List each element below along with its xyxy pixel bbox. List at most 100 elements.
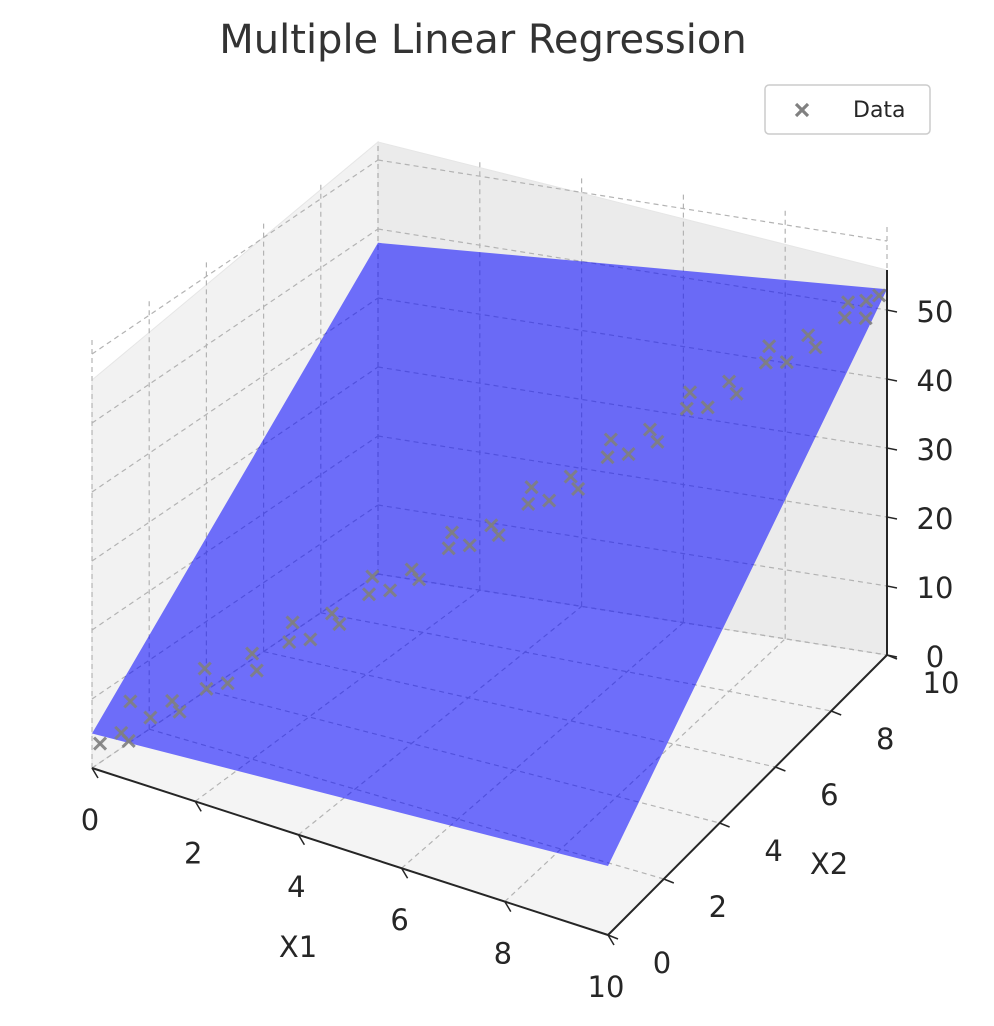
legend-marker-data: [794, 102, 810, 118]
y-tick: [607, 934, 619, 940]
x-tick: [297, 834, 306, 846]
y-tick-label: 4: [764, 834, 782, 868]
y-tick: [775, 766, 786, 772]
z-tick-label: 40: [917, 364, 954, 398]
data-point: [729, 386, 744, 401]
x-tick-label: 4: [287, 870, 305, 904]
data-point: [683, 385, 698, 400]
z-tick-label: 10: [917, 571, 954, 605]
grid-line: [91, 228, 379, 424]
data-point: [303, 632, 318, 647]
data-point: [722, 374, 737, 389]
y-tick-label: 8: [876, 722, 894, 756]
data-point: [491, 527, 506, 543]
data-point: [332, 616, 347, 632]
z-tick: [886, 516, 898, 520]
data-point: [650, 434, 665, 449]
data-point: [412, 572, 427, 587]
grid-line: [377, 159, 888, 242]
y-axis-label: X2: [810, 847, 848, 881]
data-point: [383, 583, 398, 598]
data-points: [92, 288, 887, 751]
data-point: [92, 736, 108, 751]
z-tick: [886, 585, 898, 589]
legend-box: [764, 84, 931, 135]
grid-line: [91, 159, 379, 355]
data-point: [858, 311, 873, 326]
data-point: [282, 635, 297, 650]
y-tick: [663, 878, 675, 884]
legend: Data: [764, 84, 931, 135]
grid-line: [377, 228, 888, 311]
legend-label-data: Data: [853, 98, 906, 123]
z-tick-label: 20: [917, 502, 954, 536]
x-tick: [400, 867, 409, 879]
z-tick: [886, 447, 898, 451]
data-point: [837, 310, 852, 325]
x-tick-label: 2: [184, 836, 202, 870]
regression-plane: [92, 242, 887, 867]
x-tick: [91, 767, 99, 779]
data-point: [679, 401, 694, 416]
data-point: [444, 525, 460, 540]
grid-line: [91, 297, 379, 493]
x-tick-label: 10: [588, 970, 625, 1004]
data-point: [872, 288, 887, 303]
data-point: [245, 646, 260, 661]
x-tick-label: 6: [390, 903, 408, 937]
y-tick-label: 0: [653, 946, 671, 980]
y-tick: [719, 822, 730, 828]
data-point: [404, 562, 419, 577]
data-point: [324, 606, 340, 621]
z-tick-label: 30: [917, 433, 954, 467]
y-tick-label: 6: [820, 778, 838, 812]
data-point: [484, 518, 499, 533]
data-point: [521, 496, 536, 511]
data-point: [172, 704, 187, 719]
data-point: [571, 481, 586, 497]
x-tick: [607, 934, 615, 946]
chart-title: Multiple Linear Regression: [219, 17, 746, 63]
x-tick-label: 8: [494, 937, 512, 971]
y-tick: [830, 710, 842, 716]
data-point: [808, 340, 823, 355]
z-tick: [886, 378, 898, 382]
x-axis-label: X1: [279, 930, 317, 964]
y-tick-label: 2: [709, 890, 727, 924]
data-point: [603, 432, 618, 447]
z-tick: [886, 309, 898, 313]
x-tick-label: 0: [81, 803, 99, 837]
x-tick: [504, 901, 512, 912]
data-point: [524, 480, 539, 495]
data-point: [441, 541, 456, 556]
data-point: [779, 355, 794, 370]
y-axis-line: [607, 654, 888, 936]
data-point: [285, 615, 300, 630]
data-point: [143, 710, 158, 725]
data-point: [859, 293, 874, 308]
z-tick: [886, 654, 898, 658]
data-point: [249, 663, 264, 678]
data-point: [121, 733, 136, 748]
data-point: [365, 569, 380, 584]
data-point: [841, 295, 856, 310]
data-point: [199, 681, 214, 696]
z-tick-label: 0: [926, 640, 944, 674]
grid-line: [320, 612, 832, 712]
data-point: [600, 450, 615, 465]
data-point: [801, 328, 816, 343]
z-tick-label: 50: [917, 295, 954, 329]
data-point: [621, 447, 636, 462]
data-point: [642, 422, 658, 437]
data-point: [361, 587, 377, 602]
data-point: [197, 661, 212, 676]
x-axis-line: [91, 767, 609, 936]
data-point: [165, 693, 180, 709]
data-point: [220, 676, 235, 691]
data-point: [758, 355, 773, 370]
data-point: [700, 400, 715, 415]
x-tick: [194, 801, 202, 812]
data-point: [563, 469, 578, 484]
